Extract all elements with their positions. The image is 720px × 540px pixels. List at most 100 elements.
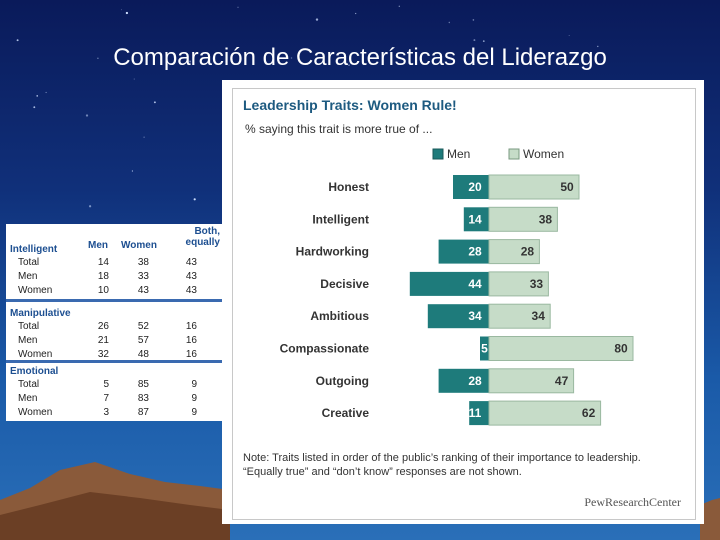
legend-label-women: Women: [523, 147, 564, 161]
cell-both: 9: [191, 407, 197, 418]
bar-men: [453, 175, 489, 199]
data-label-men: 28: [468, 374, 482, 388]
row-label: Women: [18, 349, 53, 360]
data-label-men: 11: [469, 406, 482, 420]
cell-women: 48: [137, 349, 149, 360]
bar-men: [469, 401, 489, 426]
header-both: Both, equally: [185, 226, 220, 248]
row-label: Women: [18, 407, 53, 418]
chart-title: Leadership Traits: Women Rule!: [243, 97, 457, 113]
cell-women: 43: [137, 285, 149, 296]
cell-both: 43: [185, 271, 197, 282]
category-label: Intelligent: [312, 212, 369, 226]
slide-title: Comparación de Características del Lider…: [113, 44, 607, 71]
star: [33, 106, 36, 109]
star: [237, 6, 239, 8]
chart-panel: Leadership Traits: Women Rule! % saying …: [222, 80, 704, 524]
star: [315, 18, 319, 21]
source-brand: PewResearchCenter: [584, 495, 681, 509]
star: [97, 57, 99, 59]
data-label-women: 62: [582, 406, 596, 420]
header-women: Women: [121, 240, 157, 251]
cell-women: 83: [137, 393, 149, 404]
star: [398, 5, 400, 7]
bar-women: [488, 206, 558, 232]
cell-men: 18: [97, 271, 109, 282]
cell-both: 43: [185, 285, 197, 296]
cell-men: 3: [103, 407, 109, 418]
cell-both: 9: [191, 379, 197, 390]
bar-men: [409, 271, 489, 296]
star: [568, 34, 570, 37]
bar-men: [427, 304, 489, 329]
bar-women: [488, 368, 575, 394]
legend-label-men: Men: [447, 147, 470, 161]
cell-both: 43: [185, 257, 197, 268]
bar-chart: Men Women Honest 20 50 Intelligent 14 38 Hardwor…: [280, 147, 634, 426]
star: [597, 45, 599, 48]
data-label-men: 20: [468, 180, 482, 194]
star: [85, 114, 89, 117]
cell-both: 9: [191, 393, 197, 404]
cell-both: 16: [185, 335, 197, 346]
star: [131, 170, 133, 172]
star: [348, 64, 350, 66]
cell-men: 7: [103, 393, 109, 404]
cell-women: 33: [137, 271, 149, 282]
cell-women: 57: [137, 335, 149, 346]
comparison-table: Men Women Both, equally Intelligent Total…: [6, 224, 222, 421]
data-label-men: 34: [468, 309, 482, 323]
bar-women: [488, 174, 580, 200]
data-label-men: 14: [468, 212, 482, 226]
legend-swatch-men: [432, 148, 444, 160]
category-label: Decisive: [320, 277, 369, 291]
row-label: Men: [18, 271, 38, 282]
cell-men: 10: [97, 285, 109, 296]
star: [120, 9, 122, 11]
row-label: Total: [18, 321, 40, 332]
bar-women: [488, 239, 540, 265]
data-label-women: 50: [560, 180, 574, 194]
star: [36, 95, 38, 97]
data-label-women: 38: [539, 212, 553, 226]
cell-women: 85: [137, 379, 149, 390]
section-divider: [6, 360, 222, 363]
data-label-women: 33: [530, 277, 544, 291]
star: [355, 12, 357, 15]
star: [153, 101, 156, 104]
bar-men: [438, 368, 489, 393]
data-label-women: 34: [532, 309, 546, 323]
category-label: Hardworking: [296, 245, 369, 259]
star: [125, 11, 129, 15]
cell-men: 14: [97, 257, 109, 268]
category-label: Compassionate: [280, 342, 370, 356]
star: [45, 91, 47, 94]
bar-men: [480, 336, 489, 361]
cell-men: 5: [103, 379, 109, 390]
bar-women: [488, 303, 551, 329]
cell-men: 32: [97, 349, 109, 360]
category-label: Ambitious: [310, 309, 369, 323]
bar-women: [488, 336, 634, 361]
cell-women: 38: [137, 257, 149, 268]
data-label-women: 28: [521, 245, 535, 259]
star: [472, 19, 475, 21]
bar-men: [463, 207, 489, 232]
row-label: Total: [18, 379, 40, 390]
chart-note: Note: Traits listed in order of the publ…: [243, 452, 641, 478]
table-section-heading: Manipulative: [10, 308, 71, 319]
table-section-heading: Intelligent: [10, 244, 58, 255]
header-men: Men: [88, 240, 108, 251]
star: [133, 78, 135, 80]
bar-men: [438, 239, 489, 264]
category-label: Creative: [322, 406, 370, 420]
cell-women: 52: [137, 321, 149, 332]
cell-women: 87: [137, 407, 149, 418]
star: [482, 40, 485, 42]
star: [448, 21, 451, 24]
star: [88, 205, 92, 208]
table-section-heading: Emotional: [10, 366, 59, 377]
data-label-women: 47: [555, 374, 569, 388]
data-label-men: 5: [481, 342, 488, 356]
